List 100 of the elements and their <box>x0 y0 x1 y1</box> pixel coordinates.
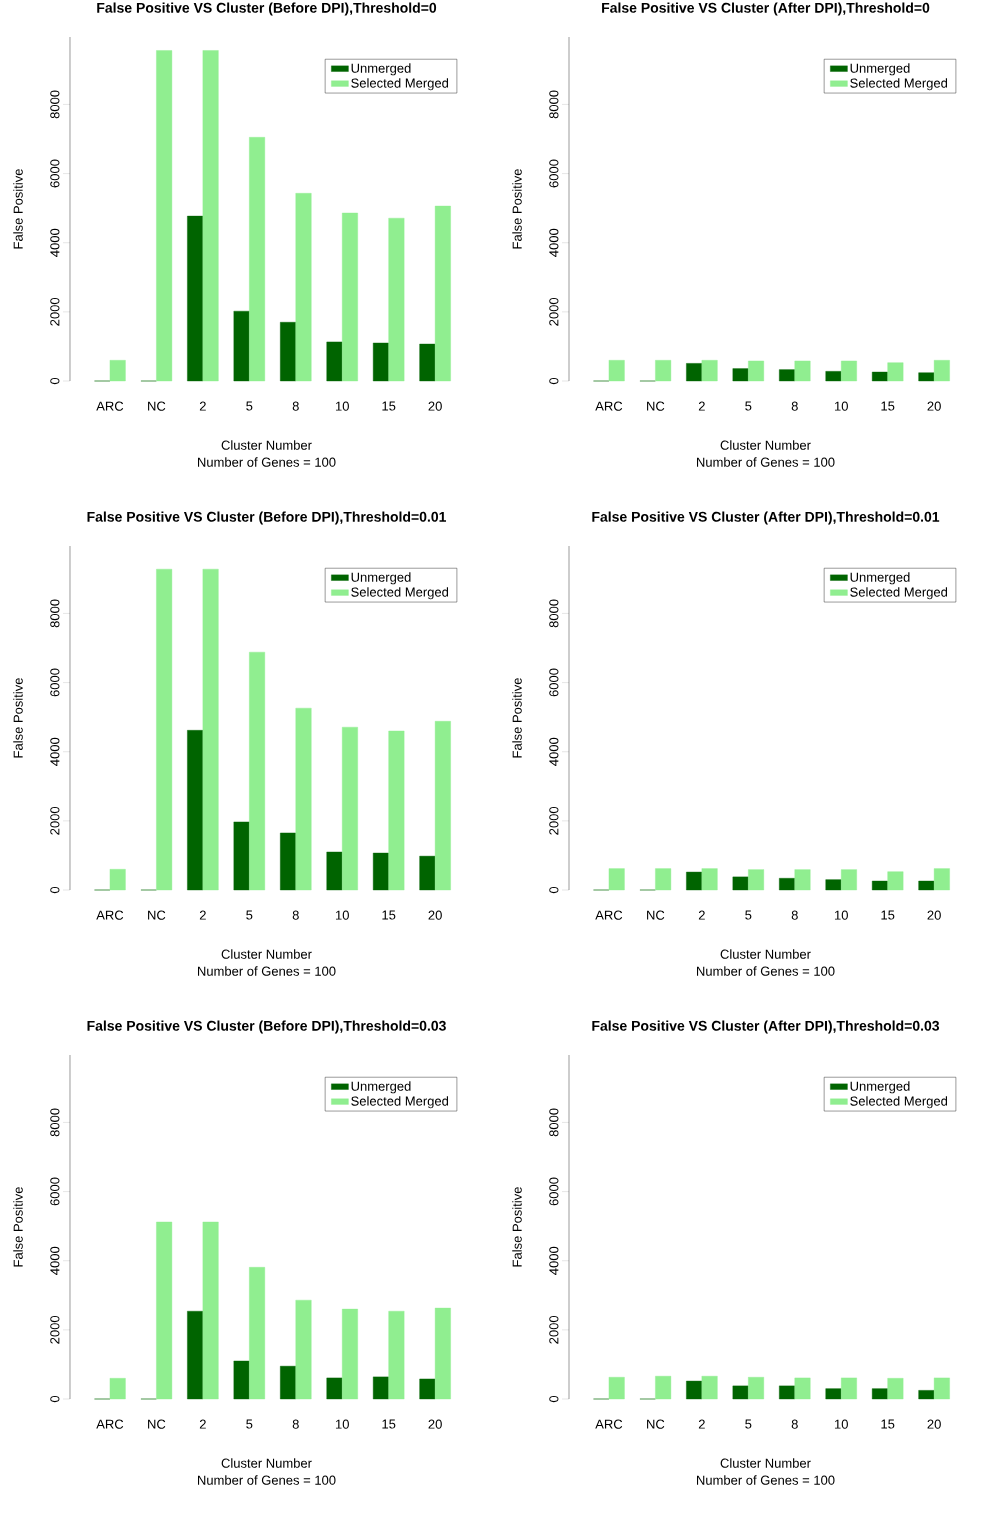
y-tick-label: 6000 <box>50 1177 60 1206</box>
bar <box>434 205 451 382</box>
y-tick-label: 0 <box>549 886 559 894</box>
x-tick-label: 8 <box>292 1419 299 1429</box>
chart-title: False Positive VS Cluster (After DPI),Threshold=0.01 <box>592 511 940 525</box>
bar <box>871 1388 888 1400</box>
bar <box>280 322 296 382</box>
bar <box>655 1375 672 1400</box>
y-tick-label: 6000 <box>549 159 559 188</box>
y-tick-label: 4000 <box>549 228 559 257</box>
y-tick-label: 8000 <box>50 90 60 119</box>
x-tick-label: 5 <box>246 401 253 411</box>
x-tick-label: 20 <box>428 401 442 411</box>
bar <box>918 1390 935 1400</box>
legend-label: Selected Merged <box>351 587 449 600</box>
bar <box>748 1377 764 1400</box>
bar <box>871 880 888 891</box>
x-tick-label: 5 <box>745 910 752 920</box>
y-tick-label: 6000 <box>50 668 60 697</box>
y-tick-label: 6000 <box>50 159 60 188</box>
bar <box>388 730 405 891</box>
text: Number of Genes = 100 <box>198 457 336 467</box>
y-tick-label: 4000 <box>549 737 559 766</box>
x-tick-label: NC <box>647 1419 665 1429</box>
bar <box>779 878 795 891</box>
bar <box>187 215 204 382</box>
legend-label: Unmerged <box>351 1081 411 1094</box>
x-tick-label: 10 <box>834 1419 848 1429</box>
x-tick-label: 5 <box>246 910 253 920</box>
bar <box>156 568 173 891</box>
bar <box>295 707 312 891</box>
bar <box>701 1375 718 1400</box>
x-tick-label: 2 <box>199 910 206 920</box>
y-tick-label: 2000 <box>50 297 60 326</box>
bar <box>887 871 904 891</box>
bar <box>434 1307 451 1400</box>
x-tick-label: 2 <box>698 401 705 411</box>
y-tick-label: 0 <box>50 886 60 894</box>
x-axis-title: Cluster Number <box>720 949 811 959</box>
bar <box>933 868 950 891</box>
legend-label: Unmerged <box>351 572 411 585</box>
x-tick-label: 15 <box>881 401 895 411</box>
bar <box>608 1377 625 1400</box>
bar <box>732 876 749 891</box>
y-tick-label: 2000 <box>549 1315 559 1344</box>
bar <box>326 1377 343 1400</box>
legend-label: Unmerged <box>850 63 910 76</box>
bar <box>249 1267 265 1400</box>
x-tick-label: NC <box>148 910 166 920</box>
bar <box>156 50 173 382</box>
y-tick-label: 2000 <box>549 806 559 835</box>
bar <box>109 360 126 382</box>
y-axis-title: False Positive <box>512 1187 522 1267</box>
x-tick-label: 5 <box>745 1419 752 1429</box>
x-tick-label: 2 <box>698 910 705 920</box>
bar <box>249 651 265 891</box>
x-tick-label: ARC <box>595 1419 623 1429</box>
text: Number of Genes = 100 <box>198 966 336 976</box>
y-tick-label: 6000 <box>549 668 559 697</box>
legend-label: Unmerged <box>850 572 910 585</box>
text: Number of Genes = 100 <box>198 1475 336 1485</box>
y-axis-title: False Positive <box>512 678 522 758</box>
bar <box>388 217 405 382</box>
y-tick-label: 4000 <box>549 1246 559 1275</box>
legend-label: Selected Merged <box>351 1096 449 1109</box>
bar <box>419 1378 436 1400</box>
bar <box>187 730 204 891</box>
x-tick-label: 8 <box>292 910 299 920</box>
bar <box>202 50 219 382</box>
y-axis-title: False Positive <box>13 169 23 249</box>
x-tick-label: 15 <box>382 910 396 920</box>
x-tick-label: NC <box>148 1419 166 1429</box>
x-tick-label: 5 <box>745 401 752 411</box>
bar <box>342 212 358 382</box>
bar <box>388 1311 405 1400</box>
x-tick-label: NC <box>148 401 166 411</box>
bar <box>233 821 250 891</box>
bar <box>748 869 764 891</box>
y-tick-label: 6000 <box>549 1177 559 1206</box>
x-tick-label: 2 <box>698 1419 705 1429</box>
y-tick-label: 8000 <box>50 599 60 628</box>
y-tick-label: 8000 <box>549 599 559 628</box>
bar <box>187 1311 204 1400</box>
y-tick-label: 4000 <box>50 228 60 257</box>
x-tick-label: NC <box>647 910 665 920</box>
chart-title: False Positive VS Cluster (Before DPI),Threshold=0.03 <box>87 1020 446 1034</box>
x-tick-label: 8 <box>791 1419 798 1429</box>
bar <box>109 1378 126 1400</box>
text: Number of Genes = 100 <box>697 966 835 976</box>
y-tick-label: 8000 <box>549 1108 559 1137</box>
chart-title: False Positive VS Cluster (After DPI),Threshold=0.03 <box>592 1020 940 1034</box>
x-tick-label: ARC <box>595 401 623 411</box>
x-tick-label: 20 <box>428 910 442 920</box>
y-tick-label: 2000 <box>549 297 559 326</box>
y-tick-label: 0 <box>50 1395 60 1403</box>
bar <box>701 868 718 891</box>
y-tick-label: 8000 <box>549 90 559 119</box>
bar <box>841 869 857 891</box>
x-tick-label: 2 <box>199 401 206 411</box>
x-axis-title: Cluster Number <box>720 1458 811 1468</box>
